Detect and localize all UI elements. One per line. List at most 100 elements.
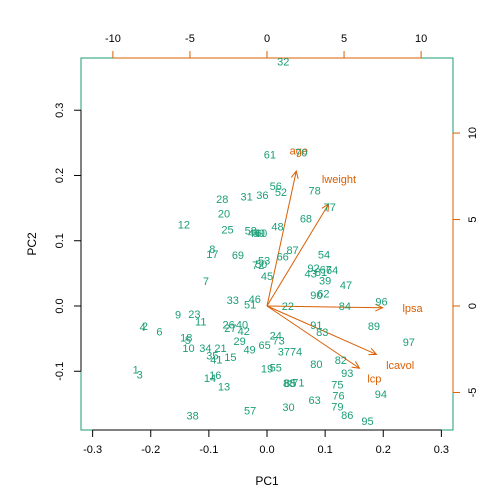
observation-label: 25 bbox=[221, 225, 233, 237]
observation-label: 81 bbox=[315, 267, 327, 279]
observation-label: 12 bbox=[178, 219, 190, 231]
bottom-axis: -0.3 -0.2 -0.1 0.0 0.1 0.2 0.3 bbox=[83, 429, 449, 456]
observation-label: 9 bbox=[175, 309, 181, 321]
observation-label: 4 bbox=[140, 322, 146, 334]
observation-label: 14 bbox=[204, 373, 216, 385]
loading-arrowhead-age bbox=[290, 169, 299, 180]
observation-label: 31 bbox=[241, 191, 253, 203]
observation-label: 82 bbox=[335, 355, 347, 367]
right-axis: -5 0 5 10 bbox=[452, 127, 479, 398]
observation-label: 36 bbox=[256, 190, 268, 202]
observation-label: 64 bbox=[326, 265, 338, 277]
right-tick-label: 0 bbox=[467, 303, 479, 309]
observation-label: 86 bbox=[341, 410, 353, 422]
x-tick-label: 0.3 bbox=[434, 444, 449, 456]
observation-label: 10 bbox=[182, 343, 194, 355]
loading-arrow-age bbox=[266, 170, 297, 307]
top-tick-label: -5 bbox=[185, 33, 195, 45]
observation-label: 15 bbox=[224, 352, 236, 364]
loading-arrowhead-lweight bbox=[321, 202, 330, 212]
observation-label: 65 bbox=[259, 340, 271, 352]
observation-label: 67 bbox=[320, 264, 332, 276]
observation-label: 58 bbox=[245, 225, 257, 237]
observation-label: 5 bbox=[185, 335, 191, 347]
observation-label: 89 bbox=[368, 321, 380, 333]
top-tick-label: 10 bbox=[415, 33, 427, 45]
observation-label: 24 bbox=[270, 330, 282, 342]
observation-label: 46 bbox=[249, 294, 261, 306]
observation-label: 85 bbox=[284, 378, 296, 390]
observation-label: 83 bbox=[316, 327, 328, 339]
observation-label: 42 bbox=[238, 326, 250, 338]
top-tick-label: 0 bbox=[264, 33, 270, 45]
observation-label: 94 bbox=[375, 389, 387, 401]
observation-label: 26 bbox=[223, 319, 235, 331]
right-tick-label: -5 bbox=[467, 388, 479, 398]
observation-label: 54 bbox=[318, 249, 330, 261]
observation-label: 70 bbox=[295, 148, 307, 160]
observation-label: 32 bbox=[277, 56, 289, 68]
loading-arrow-lcavol bbox=[266, 305, 377, 355]
observation-label: 30 bbox=[282, 402, 294, 414]
loading-arrow-lpsa bbox=[266, 305, 383, 309]
observation-label: 95 bbox=[361, 416, 373, 428]
observation-label: 20 bbox=[218, 208, 230, 220]
loading-label-lcp: lcp bbox=[367, 373, 381, 385]
observation-label: 6 bbox=[156, 326, 162, 338]
observation-label: 69 bbox=[232, 250, 244, 262]
observation-label: 91 bbox=[310, 320, 322, 332]
observation-label: 80 bbox=[310, 359, 322, 371]
observation-label: 19 bbox=[261, 364, 273, 376]
observation-label: 44 bbox=[248, 228, 260, 240]
observation-label: 61 bbox=[264, 150, 276, 162]
top-axis: -10 -5 0 5 10 bbox=[105, 33, 427, 59]
loading-arrow-lcp bbox=[266, 305, 360, 369]
observation-label: 11 bbox=[195, 317, 206, 329]
observation-label: 55 bbox=[270, 362, 282, 374]
observation-label: 37 bbox=[278, 347, 290, 359]
observation-label: 53 bbox=[258, 255, 270, 267]
observation-label: 48 bbox=[271, 221, 283, 233]
observation-label: 66 bbox=[277, 251, 289, 263]
loading-label-lcavol: lcavol bbox=[386, 360, 414, 372]
top-tick-label: 5 bbox=[341, 33, 347, 45]
loading-arrow-lweight bbox=[266, 203, 330, 307]
x-tick-label: 0.2 bbox=[376, 444, 391, 456]
observation-label: 45 bbox=[261, 271, 273, 283]
observation-label: 75 bbox=[331, 379, 343, 391]
observation-label: 96 bbox=[375, 296, 387, 308]
observation-label: 35 bbox=[206, 351, 218, 363]
observation-label: 23 bbox=[188, 309, 200, 321]
y-tick-label: 0.3 bbox=[54, 103, 66, 118]
observation-label: 88 bbox=[283, 378, 295, 390]
observation-label: 22 bbox=[282, 301, 294, 313]
loading-label-age: age bbox=[290, 145, 308, 157]
observation-label: 47 bbox=[340, 280, 352, 292]
observation-label: 73 bbox=[273, 336, 285, 348]
observation-label: 1 bbox=[133, 364, 139, 376]
loading-arrowhead-lcp bbox=[351, 361, 361, 369]
observation-label: 13 bbox=[218, 381, 230, 393]
observation-label: 84 bbox=[339, 301, 351, 313]
observation-label: 40 bbox=[236, 319, 248, 331]
observation-label: 51 bbox=[244, 300, 256, 312]
observation-label: 2 bbox=[142, 321, 148, 333]
observation-label: 62 bbox=[317, 289, 329, 301]
x-tick-label: -0.2 bbox=[141, 444, 160, 456]
loading-arrowhead-lpsa bbox=[375, 303, 384, 312]
observation-label: 39 bbox=[319, 276, 331, 288]
observation-points: 1234567891011121314151617181920212223242… bbox=[133, 56, 415, 428]
x-tick-label: 0.0 bbox=[259, 444, 274, 456]
observation-label: 3 bbox=[137, 370, 143, 382]
observation-label: 17 bbox=[206, 249, 218, 261]
observation-label: 87 bbox=[286, 245, 298, 257]
observation-label: 34 bbox=[199, 343, 211, 355]
y-tick-label: 0.2 bbox=[54, 168, 66, 183]
y-tick-label: -0.1 bbox=[54, 362, 66, 381]
observation-label: 77 bbox=[324, 202, 336, 214]
observation-label: 28 bbox=[216, 194, 228, 206]
observation-label: 59 bbox=[253, 228, 265, 240]
observation-label: 57 bbox=[244, 405, 256, 417]
y-tick-label: 0.1 bbox=[54, 233, 66, 248]
observation-label: 21 bbox=[214, 343, 226, 355]
